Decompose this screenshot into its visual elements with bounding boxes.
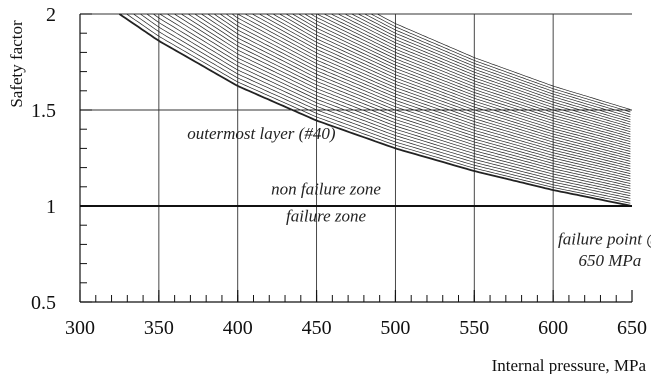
curve-layer <box>370 13 631 113</box>
curve-layer <box>133 13 631 202</box>
curve-layer <box>358 13 631 118</box>
tick-labels: 300 350 400 450 500 550 600 650 0.5 1 1.5 2 <box>31 4 647 339</box>
curve-outermost-layer <box>118 13 631 207</box>
curve-layer <box>194 13 631 179</box>
annotation-label: failure point @ <box>558 230 651 249</box>
curve-layer <box>323 13 631 130</box>
curve-layer <box>272 13 631 150</box>
curve-layer <box>174 13 631 187</box>
curve-layer <box>364 13 631 115</box>
x-tick-label: 400 <box>223 317 253 339</box>
curve-layer <box>237 13 631 162</box>
curve-layer <box>207 13 631 174</box>
grid <box>80 13 632 302</box>
axes <box>79 14 632 303</box>
curve-layer <box>244 13 631 160</box>
curve-layer <box>140 13 631 199</box>
curve-layer <box>292 13 631 142</box>
curve-layer <box>298 13 631 140</box>
curve-layer <box>181 13 631 184</box>
y-tick-label: 2 <box>46 4 56 26</box>
x-tick-label: 550 <box>459 317 489 339</box>
annotation-label: failure zone <box>286 207 367 226</box>
x-tick-label: 450 <box>302 317 332 339</box>
x-tick-label: 350 <box>144 317 174 339</box>
y-tick-label: 0.5 <box>31 292 56 314</box>
curve-layer <box>252 13 631 157</box>
ticks <box>79 13 633 303</box>
curve-layer <box>226 13 631 167</box>
curve-layer <box>153 13 631 194</box>
curve-layer <box>304 13 631 137</box>
y-axis-title: Safety factor <box>7 20 26 108</box>
x-tick-label: 500 <box>380 317 410 339</box>
curve-layer <box>213 13 631 172</box>
curve-layer <box>316 13 631 133</box>
curve-layer <box>231 13 631 165</box>
curve-layer <box>344 13 631 123</box>
curve-layer <box>279 13 631 147</box>
annotation-label: non failure zone <box>271 180 381 199</box>
annotation-label: 650 MPa <box>579 251 642 270</box>
curve-layer <box>167 13 631 189</box>
curve-layer <box>126 13 631 204</box>
curve-layer <box>146 13 631 197</box>
curve-layer <box>159 13 631 192</box>
curve-layer <box>338 13 631 125</box>
x-tick-label: 300 <box>65 317 95 339</box>
annotation-label: outermost layer (#40) <box>187 124 336 143</box>
layer-curves <box>118 13 631 207</box>
x-axis-title: Internal pressure, MPa <box>492 356 647 374</box>
curve-layer <box>285 13 631 145</box>
x-tick-label: 650 <box>617 317 647 339</box>
x-tick-label: 600 <box>538 317 568 339</box>
annotations: outermost layer (#40) non failure zone fai… <box>187 124 651 270</box>
y-tick-label: 1.5 <box>31 100 56 122</box>
curve-layer <box>201 13 631 177</box>
curve-layer <box>351 13 631 120</box>
curve-layer <box>266 13 631 152</box>
curve-layer <box>220 13 631 170</box>
curve-layer <box>259 13 631 155</box>
curve-layer <box>331 13 631 128</box>
curve-layer <box>377 13 631 110</box>
curve-layer <box>188 13 631 182</box>
y-tick-label: 1 <box>46 196 56 218</box>
curve-layer <box>310 13 631 135</box>
